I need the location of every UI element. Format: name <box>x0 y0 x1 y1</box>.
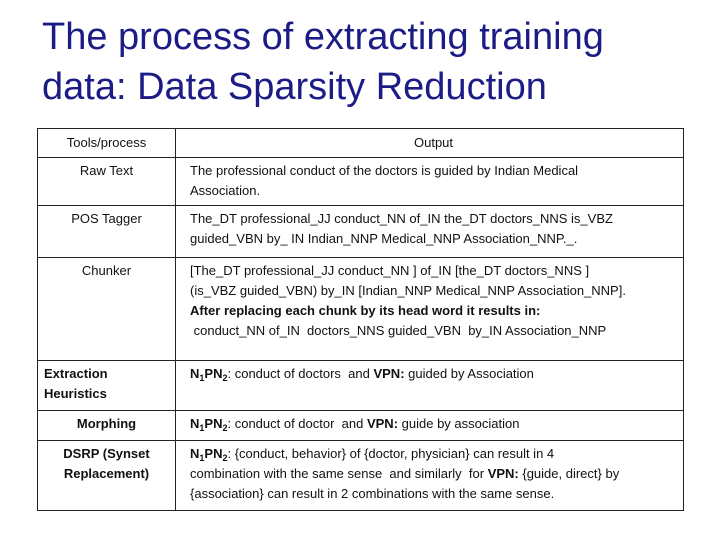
cell-line: combination with the same sense and simi… <box>190 464 677 484</box>
text-span: PN <box>204 366 223 381</box>
table-row: Raw Text The professional conduct of the … <box>37 157 684 206</box>
cell-line: The_DT professional_JJ conduct_NN of_IN … <box>190 209 677 229</box>
text-span: guide by association <box>398 416 520 431</box>
text-span: [The_DT professional_JJ conduct_NN ] of_… <box>190 263 590 278</box>
text-span: VPN: <box>487 466 519 481</box>
title-line: data: Data Sparsity Reduction <box>42 66 547 108</box>
subscript: 2 <box>222 453 228 463</box>
output-cell: [The_DT professional_JJ conduct_NN ] of_… <box>175 257 684 361</box>
cell-line: Chunker <box>44 261 169 281</box>
text-span: {association} can result in 2 combinatio… <box>190 486 555 501</box>
cell-line: DSRP (Synset <box>44 444 169 464</box>
cell-line: Extraction <box>44 364 169 384</box>
text-span: N <box>190 416 200 431</box>
table-row: Extraction Heuristics N1PN2: conduct of do… <box>37 360 684 411</box>
text-span: Association. <box>190 183 261 198</box>
text-span: : conduct of doctor and <box>227 416 367 431</box>
cell-line: The professional conduct of the doctors … <box>190 161 677 181</box>
cell-line: Heuristics <box>44 384 169 404</box>
text-span: Extraction <box>44 366 108 381</box>
text-span: : {conduct, behavior} of {doctor, physic… <box>227 446 555 461</box>
text-span: N <box>190 366 200 381</box>
cell-line: Association. <box>190 181 677 201</box>
text-span: (is_VBZ guided_VBN) by_IN [Indian_NNP Me… <box>190 283 626 298</box>
output-cell: N1PN2: {conduct, behavior} of {doctor, p… <box>175 440 684 511</box>
text-span: Replacement) <box>63 466 150 481</box>
subscript: 2 <box>222 423 228 433</box>
header-row: Tools/process Output <box>37 128 684 158</box>
cell-line: POS Tagger <box>44 209 169 229</box>
table-row: Chunker [The_DT professional_JJ conduct_N… <box>37 257 684 361</box>
cell-line: [The_DT professional_JJ conduct_NN ] of_… <box>190 261 677 281</box>
text-span: Heuristics <box>44 386 107 401</box>
tool-cell: Raw Text <box>37 157 176 206</box>
table-row: DSRP (Synset Replacement) N1PN2: {conduct,… <box>37 440 684 511</box>
subscript: 1 <box>199 373 205 383</box>
cell-line: N1PN2: conduct of doctor and VPN: guide … <box>190 414 677 434</box>
text-span: The_DT professional_JJ conduct_NN of_IN … <box>190 211 613 226</box>
text-span: DSRP (Synset <box>63 446 150 461</box>
cell-line: (is_VBZ guided_VBN) by_IN [Indian_NNP Me… <box>190 281 677 301</box>
text-span: PN <box>204 416 223 431</box>
tool-cell: Extraction Heuristics <box>37 360 176 411</box>
cell-line: N1PN2: conduct of doctors and VPN: guide… <box>190 364 677 384</box>
output-cell: The professional conduct of the doctors … <box>175 157 684 206</box>
header-cell: Output <box>175 128 684 158</box>
slide-title: The process of extracting training data: … <box>42 12 712 112</box>
tool-cell: Morphing <box>37 410 176 441</box>
text-span: Morphing <box>76 416 137 431</box>
cell-line: Morphing <box>44 414 169 434</box>
text-span: PN <box>204 446 223 461</box>
text-span: VPN: <box>373 366 405 381</box>
table-row: POS Tagger The_DT professional_JJ conduct… <box>37 205 684 258</box>
text-span: conduct_NN of_IN doctors_NNS guided_VBN … <box>190 323 607 338</box>
tool-cell: Chunker <box>37 257 176 361</box>
cell-line: Raw Text <box>44 161 169 181</box>
cell-line: {association} can result in 2 combinatio… <box>190 484 677 504</box>
text-span: Raw Text <box>79 163 134 178</box>
text-span: VPN: <box>366 416 399 431</box>
table-row: Morphing N1PN2: conduct of doctor and VPN… <box>37 410 684 441</box>
text-span: : conduct of doctors and <box>227 366 374 381</box>
text-span: guided by Association <box>404 366 534 381</box>
cell-line: N1PN2: {conduct, behavior} of {doctor, p… <box>190 444 677 464</box>
subscript: 2 <box>222 373 228 383</box>
output-cell: N1PN2: conduct of doctor and VPN: guide … <box>175 410 684 441</box>
text-span: N <box>190 446 200 461</box>
tool-cell: POS Tagger <box>37 205 176 258</box>
text-span: POS Tagger <box>71 211 142 226</box>
subscript: 1 <box>199 423 205 433</box>
cell-line: guided_VBN by_ IN Indian_NNP Medical_NNP… <box>190 229 677 249</box>
subscript: 1 <box>199 453 205 463</box>
cell-line: After replacing each chunk by its head w… <box>190 301 677 321</box>
text-span: {guide, direct} by <box>518 466 620 481</box>
text-span: The professional conduct of the doctors … <box>190 163 579 178</box>
cell-line: conduct_NN of_IN doctors_NNS guided_VBN … <box>190 321 677 341</box>
title-line: The process of extracting training <box>42 16 604 58</box>
header-cell: Tools/process <box>37 128 176 158</box>
output-cell: N1PN2: conduct of doctors and VPN: guide… <box>175 360 684 411</box>
cell-line: Replacement) <box>44 464 169 484</box>
text-span: Chunker <box>81 263 132 278</box>
text-span: guided_VBN by_ IN Indian_NNP Medical_NNP… <box>190 231 578 246</box>
text-span: After replacing each chunk by its head w… <box>190 303 541 318</box>
text-span: combination with the same sense and simi… <box>190 466 488 481</box>
process-table: Tools/process Output Raw Text The professio… <box>37 128 684 511</box>
tool-cell: DSRP (Synset Replacement) <box>37 440 176 511</box>
output-cell: The_DT professional_JJ conduct_NN of_IN … <box>175 205 684 258</box>
